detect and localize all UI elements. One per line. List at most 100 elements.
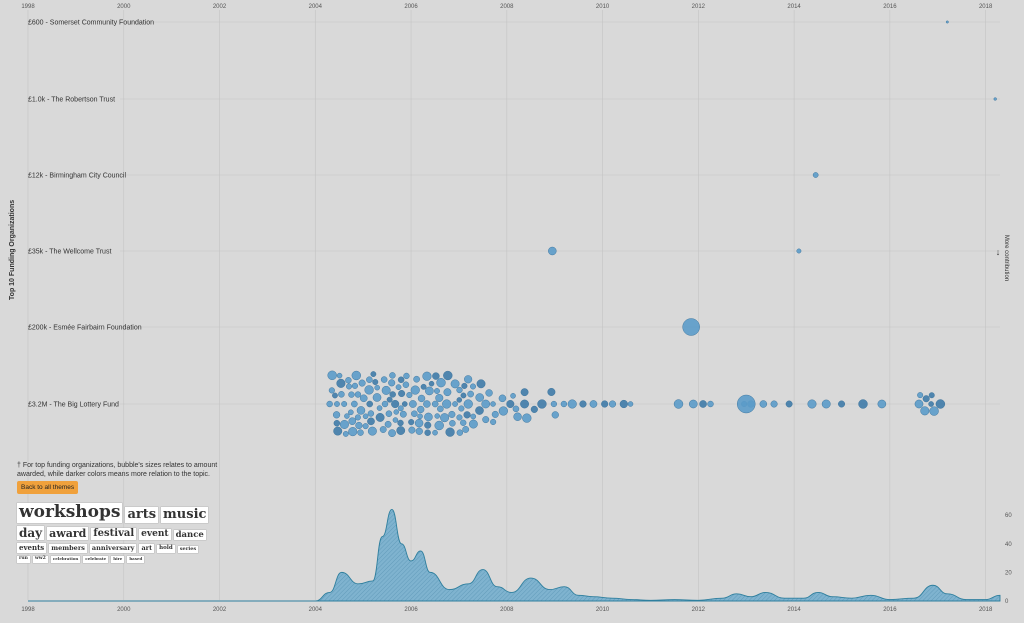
funding-bubble	[935, 399, 946, 409]
funding-bubble	[389, 391, 396, 398]
topic-word[interactable]: day	[17, 525, 45, 541]
funding-bubble	[388, 379, 396, 387]
funding-bubble	[513, 412, 522, 421]
funding-bubble	[449, 420, 456, 427]
topic-word[interactable]: anniversary	[89, 543, 137, 553]
topic-word[interactable]: music	[161, 507, 209, 523]
funding-bubble	[432, 429, 438, 436]
funding-bubble	[737, 394, 756, 414]
funding-bubble	[770, 400, 778, 408]
funding-bubble	[512, 405, 520, 413]
funding-bubble	[759, 400, 768, 408]
funding-bubble	[475, 406, 484, 415]
funding-bubble	[821, 399, 831, 409]
funding-bubble	[341, 401, 348, 407]
bottom-x-axis: 1998 2000 2002 2004 2006 2008 2010 2012 2014 2016…	[21, 607, 993, 613]
funding-bubble	[627, 401, 634, 407]
funding-bubble	[877, 399, 887, 409]
funding-bubble	[389, 372, 396, 379]
funding-bubble	[452, 401, 458, 407]
funding-bubble	[490, 418, 497, 425]
funding-bubble	[510, 393, 516, 399]
x-tick-label-top: 2014	[787, 4, 801, 10]
funding-bubble	[914, 399, 924, 409]
x-tick-label-top: 2016	[883, 4, 897, 10]
back-to-themes-button[interactable]: Back to all themes	[17, 481, 79, 494]
funding-bubble	[858, 399, 868, 409]
topic-word[interactable]: arts	[125, 507, 159, 523]
organization-rows: £600 - Somerset Community Foundation £1.0…	[28, 20, 154, 409]
funding-bubble	[928, 392, 935, 399]
density-area-path	[28, 508, 1001, 602]
funding-bubble	[364, 385, 374, 395]
x-tick-label-top: 2018	[979, 4, 993, 10]
funding-bubble	[522, 413, 532, 423]
funding-bubble	[388, 429, 396, 437]
funding-bubble	[520, 388, 529, 397]
funding-bubble	[354, 414, 361, 421]
topic-word[interactable]: workshops	[17, 502, 123, 523]
funding-bubble	[922, 395, 930, 403]
topic-word[interactable]: based	[127, 556, 145, 563]
funding-bubble	[707, 400, 714, 408]
topic-word[interactable]: art	[139, 543, 155, 553]
funding-bubble	[425, 386, 434, 396]
funding-bubble	[422, 371, 432, 381]
funding-bubble	[609, 400, 617, 408]
funding-bubble	[367, 426, 377, 436]
org-label-2: £12k - Birmingham City Council	[28, 173, 126, 180]
top-x-axis: 1998 2000 2002 2004 2006 2008 2010 2012 2014 2016…	[21, 4, 993, 10]
funding-bubble	[338, 391, 345, 398]
topic-word[interactable]: hire	[111, 556, 125, 563]
funding-bubble	[402, 381, 410, 388]
topic-word[interactable]: celebration	[50, 556, 81, 563]
funding-bubble	[461, 382, 468, 389]
topic-word[interactable]: ww2	[32, 555, 48, 563]
org-label-3: £35k - The Wellcome Trust	[28, 249, 111, 256]
topic-word[interactable]: events	[17, 543, 47, 553]
funding-bubble	[456, 397, 463, 403]
x-tick-label-bottom: 2006	[404, 607, 418, 613]
x-tick-label-top: 2010	[596, 4, 610, 10]
funding-bubble	[917, 392, 924, 399]
funding-bubble	[381, 400, 389, 408]
topic-word[interactable]: hold	[157, 545, 175, 553]
topic-word[interactable]: members	[49, 543, 87, 553]
funding-bubble	[358, 379, 366, 387]
topic-word[interactable]: series	[177, 545, 199, 553]
topic-word[interactable]: dance	[173, 529, 206, 541]
density-area-chart	[28, 508, 1001, 602]
funding-bubble	[408, 419, 415, 426]
funding-bubble	[332, 411, 341, 419]
funding-bubble	[467, 390, 474, 398]
funding-bubble	[530, 405, 538, 413]
x-tick-label-bottom: 2010	[596, 607, 610, 613]
topic-word[interactable]: run	[17, 555, 30, 563]
topic-word[interactable]: award	[47, 526, 89, 541]
funding-bubble	[356, 406, 366, 415]
funding-bubble	[442, 399, 452, 409]
funding-bubble	[476, 379, 486, 389]
funding-bubble	[689, 399, 698, 409]
funding-bubble	[920, 406, 930, 416]
funding-bubble	[945, 20, 949, 24]
funding-bubble	[450, 379, 460, 389]
funding-bubble	[381, 385, 391, 395]
more-contribution-label: More contribution	[1003, 235, 1009, 281]
funding-bubble	[367, 417, 375, 426]
topic-word[interactable]: festival	[91, 527, 137, 541]
funding-bubble	[423, 400, 431, 408]
funding-bubble	[346, 383, 352, 390]
funding-bubble	[475, 393, 484, 402]
topic-word[interactable]: event	[139, 529, 171, 541]
topic-word[interactable]: celebrate	[83, 556, 109, 563]
area-y-axis: 0 20 40 60	[1005, 513, 1012, 605]
funding-bubble	[424, 421, 432, 429]
funding-bubble	[456, 414, 463, 421]
funding-bubble	[348, 409, 354, 416]
funding-bubble	[619, 399, 628, 409]
funding-bubble	[417, 394, 426, 403]
funding-bubble	[333, 426, 343, 436]
funding-bubble	[437, 405, 444, 413]
funding-bubble	[406, 392, 413, 399]
